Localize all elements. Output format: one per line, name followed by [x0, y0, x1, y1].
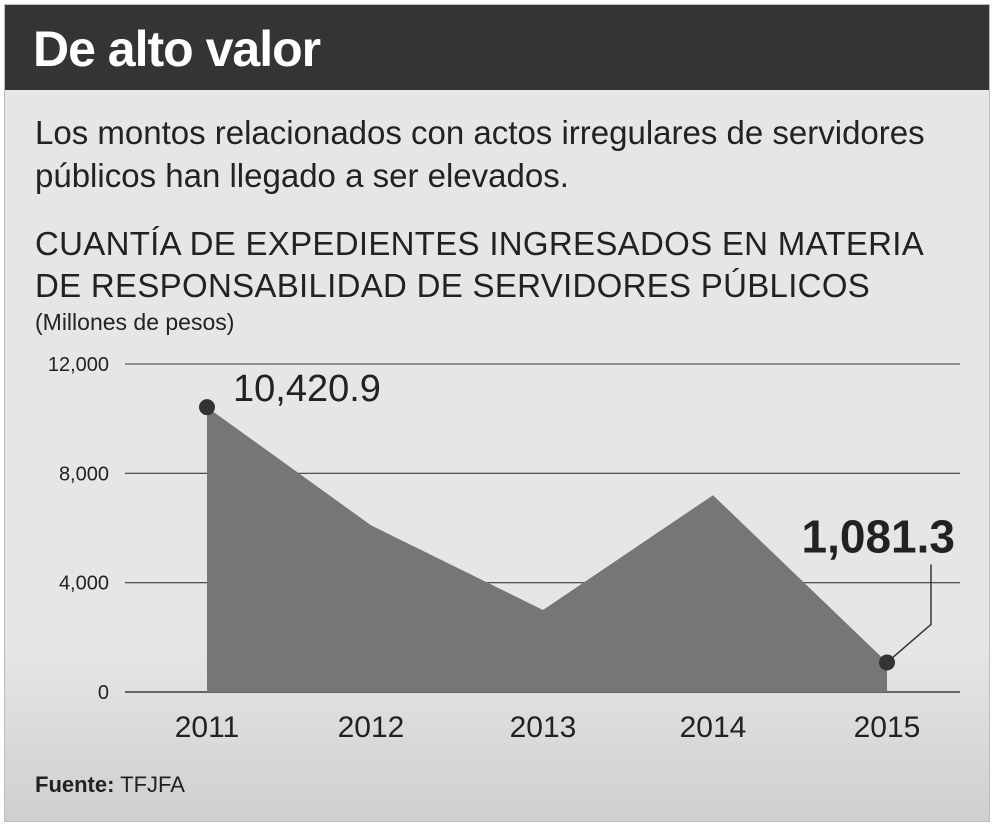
y-tick-label: 0 — [98, 682, 109, 704]
y-tick-label: 12,000 — [48, 354, 109, 376]
subtitle: Los montos relacionados con actos irregu… — [35, 114, 925, 194]
header-bar: De alto valor — [5, 5, 989, 90]
page-title: De alto valor — [33, 21, 321, 77]
x-tick-label: 2012 — [338, 711, 405, 744]
chart-title: CUANTÍA DE EXPEDIENTES INGRESADOS EN MAT… — [35, 225, 923, 304]
source-note: Fuente: TFJFA — [35, 771, 185, 799]
leader-line — [886, 564, 932, 664]
y-axis-units-label: (Millones de pesos) — [35, 309, 235, 335]
data-label: 10,420.9 — [233, 368, 381, 410]
data-point-marker — [199, 399, 215, 416]
area-chart: 0 4,000 8,000 12,000 2011 2012 2013 2014 2015 10,… — [5, 354, 989, 821]
x-tick-label: 2013 — [510, 711, 577, 744]
y-tick-label: 4,000 — [59, 573, 109, 595]
infographic-frame: De alto valor Los montos relacionados co… — [4, 4, 990, 822]
source-value: TFJFA — [120, 772, 185, 797]
data-label: 1,081.3 — [802, 510, 955, 562]
source-label: Fuente: — [35, 772, 115, 797]
y-tick-label: 8,000 — [59, 463, 109, 485]
x-tick-label: 2015 — [854, 711, 921, 744]
x-tick-label: 2014 — [680, 711, 747, 744]
area-series — [207, 407, 887, 692]
x-tick-label: 2011 — [175, 711, 240, 744]
